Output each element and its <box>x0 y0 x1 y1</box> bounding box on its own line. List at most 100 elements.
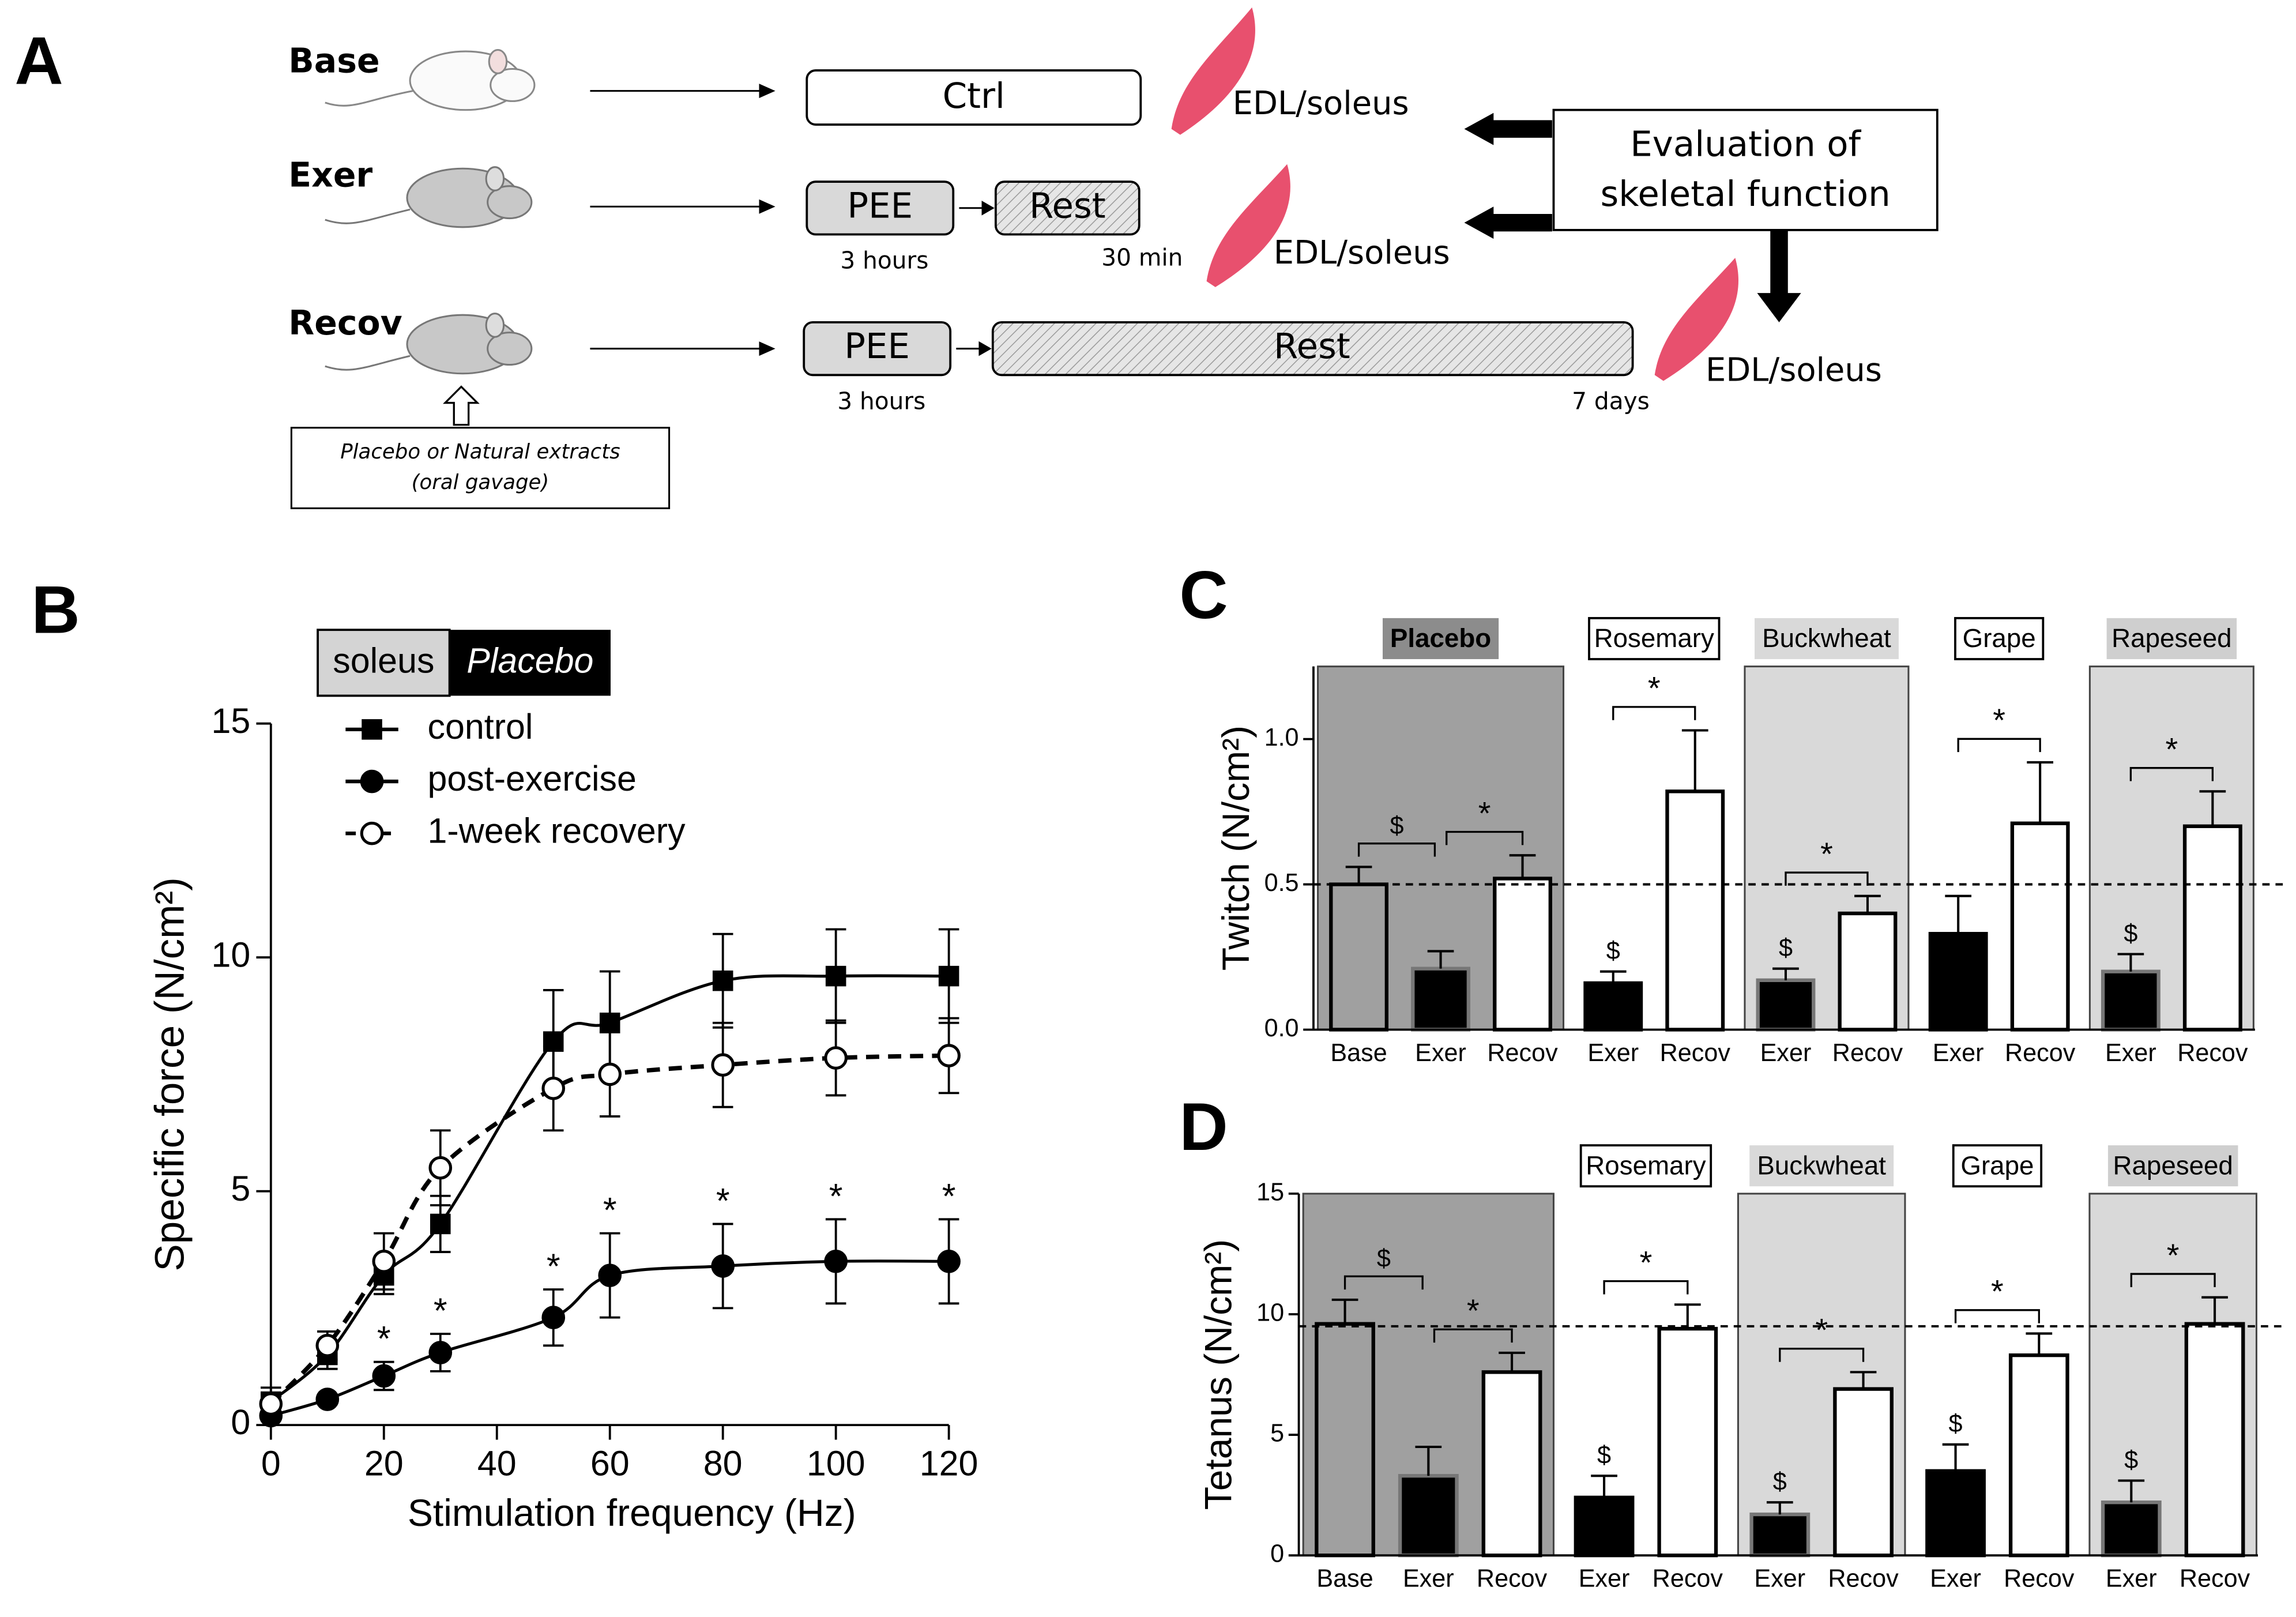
error-bar <box>2026 1332 2053 1356</box>
duration: 3 hours <box>837 388 925 415</box>
group-label: Grape <box>1960 1150 2034 1180</box>
data-point <box>711 1053 735 1077</box>
group-label: Grape <box>1963 623 2036 653</box>
bar <box>1657 1326 1718 1558</box>
panel-label: B <box>31 572 80 648</box>
treatment-text: Placebo or Natural extracts <box>340 440 620 464</box>
bar <box>1574 1495 1635 1558</box>
y-tick-label: 5 <box>1270 1419 1284 1447</box>
significance-mark: * <box>2167 1237 2180 1273</box>
bar <box>2101 969 2161 1032</box>
y-tick-label: 5 <box>231 1169 250 1208</box>
group-label-box <box>1952 1144 2043 1188</box>
tissue-label: EDL/soleus <box>1233 85 1409 122</box>
data-point <box>541 1306 566 1329</box>
bar <box>1398 1473 1459 1558</box>
step-box <box>803 321 952 377</box>
data-point <box>825 965 846 987</box>
error-bar <box>1766 1501 1793 1515</box>
x-tick-label: 100 <box>807 1443 865 1483</box>
significance-bracket <box>2130 1273 2216 1287</box>
x-tick-label: Recov <box>1487 1039 1558 1067</box>
error-bar <box>1331 1298 1358 1324</box>
error-bar <box>2201 1296 2228 1324</box>
group-label: Recov <box>288 303 402 343</box>
group-label-box <box>2106 618 2237 659</box>
significance-mark: * <box>1991 1273 2004 1310</box>
significance-mark: * <box>1467 1292 1480 1329</box>
data-point <box>372 1364 396 1388</box>
data-point <box>712 970 733 991</box>
error-bar <box>1427 950 1454 969</box>
x-tick-label: Recov <box>2005 1039 2076 1067</box>
duration: 30 min <box>1101 244 1183 272</box>
group-label: Rapeseed <box>2113 1150 2233 1180</box>
data-point <box>824 1249 848 1273</box>
bar <box>1493 877 1552 1032</box>
x-tick-label: 60 <box>590 1443 630 1483</box>
error-bar <box>1942 1443 1969 1471</box>
y-tick-label: 1.0 <box>1264 724 1299 751</box>
bar-annotation: $ <box>1779 934 1793 962</box>
treatment-box <box>290 427 671 509</box>
muscle <box>1654 258 1739 381</box>
legend-marker <box>362 719 382 740</box>
legend-label: post-exercise <box>428 759 637 798</box>
evaluation-text: skeletal function <box>1601 174 1891 215</box>
x-axis-label: Stimulation frequency (Hz) <box>408 1491 856 1534</box>
arrows <box>590 84 995 356</box>
bar <box>2184 1322 2245 1558</box>
thick-arrow <box>1757 230 1801 322</box>
mouse <box>325 48 536 111</box>
error-bar <box>1850 1371 1877 1389</box>
bar-annotation: $ <box>2124 920 2137 947</box>
data-point <box>938 965 959 987</box>
bar <box>2182 824 2242 1032</box>
error-bar <box>2027 761 2054 823</box>
data-point <box>259 1392 283 1416</box>
x-tick-label: Exer <box>1579 1565 1630 1593</box>
mouse <box>325 166 533 228</box>
evaluation-box <box>1552 108 1939 231</box>
x-tick-label: Exer <box>2105 1039 2156 1067</box>
significance-bracket <box>2129 767 2214 781</box>
x-tick-label: Exer <box>2106 1565 2157 1593</box>
y-axis-label: Specific force (N/cm²) <box>147 877 193 1271</box>
legend-title: Placebo <box>466 641 593 680</box>
bar-annotation: $ <box>1773 1468 1787 1496</box>
x-tick-label: Recov <box>1653 1565 1723 1593</box>
panel-b: B 0 5 10 15 0 20 40 60 80 100 120 Stimulation freque… <box>31 572 978 1534</box>
significance-mark: * <box>434 1291 447 1330</box>
tissue-label: EDL/soleus <box>1274 234 1450 272</box>
thick-arrow <box>1464 112 1552 145</box>
x-tick-label: Recov <box>2177 1039 2248 1067</box>
error-bar <box>1591 1475 1617 1498</box>
data-point <box>372 1249 396 1273</box>
panel-a: A Base Exer Recov Ctrl PEE Rest PEE Rest… <box>14 7 1939 509</box>
bar <box>2101 1500 2162 1558</box>
group-label: Buckwheat <box>1757 1150 1886 1180</box>
significance-mark: * <box>1815 1312 1828 1348</box>
error-bar <box>2118 1479 2145 1503</box>
bar-annotation: $ <box>1606 937 1620 965</box>
data-point <box>824 1046 848 1070</box>
significance-mark: * <box>829 1176 843 1216</box>
group-label: Placebo <box>1390 623 1491 653</box>
data-point <box>937 1044 961 1067</box>
x-tick-label: 20 <box>364 1443 404 1483</box>
y-tick-label: 15 <box>1256 1178 1284 1206</box>
bar <box>1481 1370 1542 1558</box>
significance-bracket <box>1612 706 1696 720</box>
error-bar <box>1499 1351 1525 1372</box>
legend-title: soleus <box>333 641 434 680</box>
x-tick-label: 80 <box>703 1443 743 1483</box>
x-tick-label: 120 <box>920 1443 978 1483</box>
bar-annotation: $ <box>1949 1410 1963 1438</box>
y-tick-label: 0 <box>231 1402 250 1442</box>
group-label-box <box>1382 618 1499 659</box>
x-tick-label: Exer <box>1933 1039 1984 1067</box>
data-point <box>315 1333 340 1357</box>
significance-mark: * <box>1993 702 2005 738</box>
significance-mark: $ <box>1377 1245 1391 1273</box>
